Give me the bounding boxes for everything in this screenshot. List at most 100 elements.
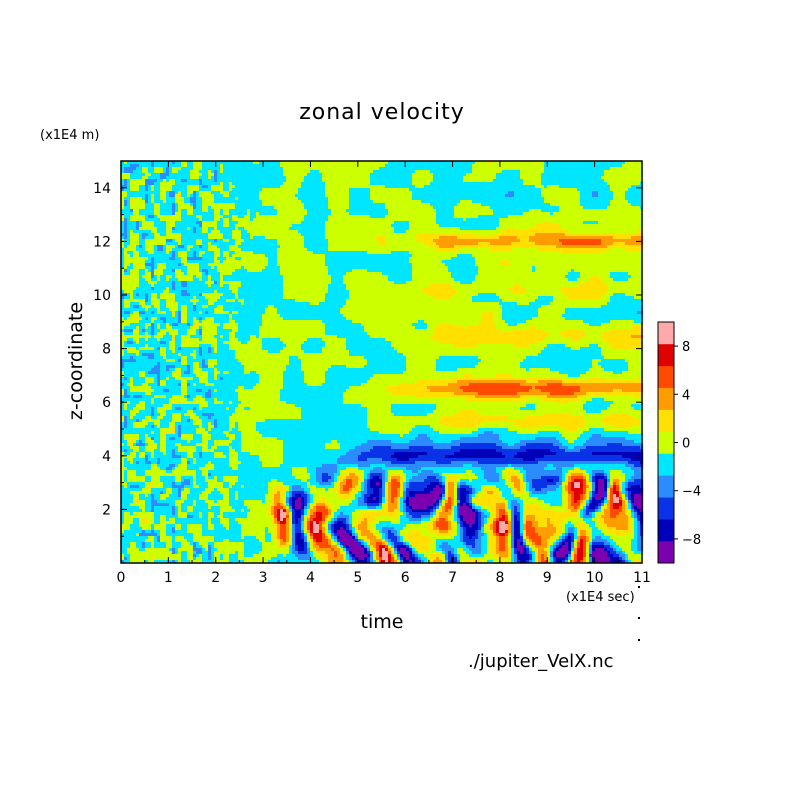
heat-cell bbox=[220, 455, 223, 458]
heat-cell bbox=[226, 239, 229, 242]
heat-cell bbox=[124, 359, 127, 362]
heat-cell bbox=[148, 341, 151, 344]
heat-cell bbox=[151, 329, 154, 332]
heat-cell bbox=[217, 371, 220, 374]
heat-cell bbox=[205, 299, 208, 302]
heat-cell bbox=[214, 551, 217, 554]
heat-cell bbox=[160, 194, 163, 197]
heat-cell bbox=[178, 440, 181, 443]
heat-cell bbox=[229, 371, 232, 374]
heat-cell bbox=[166, 251, 169, 254]
heat-cell bbox=[223, 533, 226, 536]
heat-cell bbox=[214, 422, 217, 425]
heat-cell bbox=[151, 509, 154, 512]
heat-cell bbox=[187, 476, 190, 479]
heat-cell bbox=[205, 461, 208, 464]
heat-cell bbox=[211, 422, 214, 425]
heat-cell bbox=[145, 368, 148, 371]
heat-cell bbox=[133, 230, 136, 233]
heat-cell bbox=[217, 215, 220, 218]
heat-cell bbox=[130, 356, 133, 359]
heat-cell bbox=[187, 533, 190, 536]
heat-cell bbox=[172, 446, 175, 449]
heat-cell bbox=[145, 248, 148, 251]
heat-cell bbox=[160, 437, 163, 440]
heat-cell bbox=[124, 395, 127, 398]
heat-cell bbox=[211, 380, 214, 383]
heat-cell bbox=[199, 224, 202, 227]
heat-cell bbox=[175, 338, 178, 341]
heat-cell bbox=[232, 233, 235, 236]
heat-cell bbox=[190, 212, 193, 215]
heat-cell bbox=[208, 281, 211, 284]
heat-cell bbox=[199, 347, 202, 350]
heat-cell bbox=[211, 368, 214, 371]
heat-cell bbox=[193, 422, 196, 425]
heat-cell bbox=[160, 185, 163, 188]
heat-cell bbox=[139, 212, 142, 215]
heat-cell bbox=[163, 338, 166, 341]
heat-cell bbox=[211, 410, 214, 413]
heat-cell bbox=[217, 218, 220, 221]
heat-cell bbox=[190, 269, 193, 272]
heat-cell bbox=[175, 326, 178, 329]
heat-cell bbox=[214, 521, 217, 524]
heat-cell bbox=[208, 254, 211, 257]
heat-cell bbox=[193, 173, 196, 176]
heat-cell bbox=[223, 245, 226, 248]
heat-cell bbox=[130, 236, 133, 239]
heat-cell bbox=[214, 263, 217, 266]
heat-cell bbox=[199, 428, 202, 431]
heat-cell bbox=[178, 317, 181, 320]
heat-cell bbox=[157, 368, 160, 371]
heat-cell bbox=[217, 359, 220, 362]
heat-cell bbox=[139, 245, 142, 248]
heat-cell bbox=[124, 269, 127, 272]
heat-cell bbox=[163, 359, 166, 362]
heat-cell bbox=[211, 395, 214, 398]
heat-cell bbox=[133, 254, 136, 257]
heat-cell bbox=[130, 533, 133, 536]
heat-cell bbox=[211, 296, 214, 299]
heat-cell bbox=[223, 509, 226, 512]
heat-cell bbox=[166, 431, 169, 434]
heat-cell bbox=[145, 191, 148, 194]
heat-cell bbox=[166, 440, 169, 443]
heat-cell bbox=[151, 488, 154, 491]
heat-cell bbox=[205, 470, 208, 473]
heat-cell bbox=[124, 515, 127, 518]
heat-cell bbox=[229, 344, 232, 347]
heat-cell bbox=[124, 545, 127, 548]
heat-cell bbox=[184, 536, 187, 539]
heat-cell bbox=[220, 299, 223, 302]
heat-cell bbox=[220, 458, 223, 461]
heat-cell bbox=[142, 422, 145, 425]
heat-cell bbox=[163, 200, 166, 203]
heat-cell bbox=[187, 305, 190, 308]
heat-cell bbox=[223, 248, 226, 251]
heat-cell bbox=[223, 455, 226, 458]
heat-cell bbox=[208, 506, 211, 509]
heat-cell bbox=[136, 407, 139, 410]
heat-cell bbox=[178, 515, 181, 518]
heat-cell bbox=[163, 497, 166, 500]
heat-cell bbox=[157, 203, 160, 206]
heat-cell bbox=[169, 401, 172, 404]
heat-cell bbox=[178, 422, 181, 425]
heat-cell bbox=[163, 449, 166, 452]
heat-cell bbox=[160, 461, 163, 464]
heat-cell bbox=[136, 176, 139, 179]
heat-cell bbox=[214, 317, 217, 320]
heat-cell bbox=[139, 392, 142, 395]
heat-cell bbox=[229, 542, 232, 545]
heat-cell bbox=[130, 203, 133, 206]
heat-cell bbox=[139, 176, 142, 179]
heat-cell bbox=[142, 443, 145, 446]
heat-cell bbox=[163, 476, 166, 479]
heat-cell bbox=[154, 536, 157, 539]
heat-cell bbox=[187, 428, 190, 431]
heat-cell bbox=[199, 278, 202, 281]
heat-cell bbox=[217, 434, 220, 437]
heat-cell bbox=[181, 359, 184, 362]
heat-cell bbox=[172, 266, 175, 269]
